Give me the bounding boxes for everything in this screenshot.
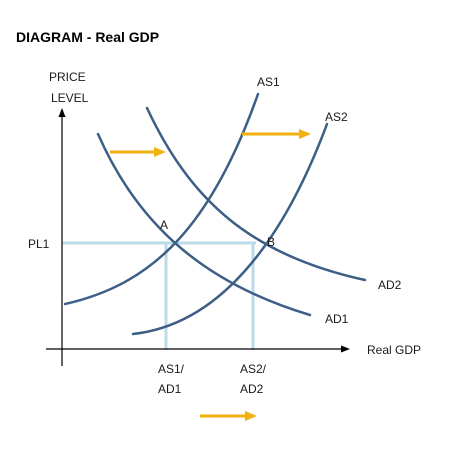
x-axis-label: Real GDP xyxy=(367,343,421,357)
as2-ad2-marker-line2: AD2 xyxy=(240,382,264,396)
diagram-title: DIAGRAM - Real GDP xyxy=(16,29,159,45)
as1-label: AS1 xyxy=(257,75,280,89)
point-a-label: A xyxy=(160,218,168,232)
as1-ad1-marker-line2: AD1 xyxy=(158,382,182,396)
axes xyxy=(46,108,350,366)
ad-shift-arrow xyxy=(110,147,166,157)
as1-ad1-marker-line1: AS1/ xyxy=(158,362,185,376)
shift-arrows xyxy=(110,129,311,421)
ad1-label: AD1 xyxy=(325,312,349,326)
ad2-curve xyxy=(145,106,367,282)
as-shift-arrow xyxy=(242,129,311,139)
pl1-label: PL1 xyxy=(28,237,50,251)
y-axis-arrowhead xyxy=(58,108,66,117)
as2-ad2-marker-line1: AS2/ xyxy=(240,362,267,376)
as2-curve xyxy=(131,122,329,336)
ad1-curve xyxy=(96,132,312,317)
point-b-label: B xyxy=(267,235,275,249)
y-axis-label-line1: PRICE xyxy=(49,70,86,84)
curves xyxy=(63,92,367,336)
ad2-label: AD2 xyxy=(378,278,402,292)
as2-label: AS2 xyxy=(325,110,348,124)
x-axis-arrowhead xyxy=(341,345,350,353)
y-axis-label-line2: LEVEL xyxy=(51,91,89,105)
gdp-shift-arrow xyxy=(200,411,257,421)
as1-curve xyxy=(63,92,260,306)
